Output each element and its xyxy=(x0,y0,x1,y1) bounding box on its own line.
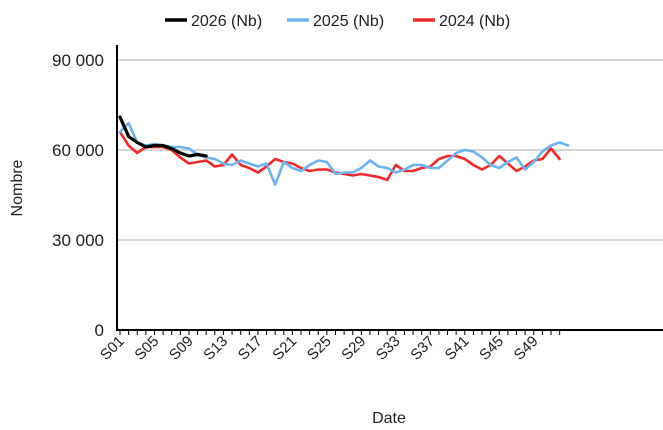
y-tick-label: 30 000 xyxy=(52,231,104,250)
x-tick-label: S33 xyxy=(373,333,404,364)
y-tick-label: 60 000 xyxy=(52,141,104,160)
x-tick-label: S13 xyxy=(200,333,231,364)
x-tick-label: S05 xyxy=(131,333,162,364)
x-axis-title: Date xyxy=(372,410,406,425)
y-tick-label: 90 000 xyxy=(52,51,104,70)
x-tick-label: S49 xyxy=(511,333,542,364)
legend-label: 2026 (Nb) xyxy=(191,13,262,30)
y-tick-labels: 0 30 000 60 000 90 000 xyxy=(52,51,104,340)
series-line-2025-nb xyxy=(118,121,570,186)
y-tick-label: 0 xyxy=(95,321,104,340)
legend-label: 2024 (Nb) xyxy=(439,13,510,30)
series-lines xyxy=(118,115,570,186)
axes xyxy=(116,45,663,331)
x-tick-label: S37 xyxy=(407,333,438,364)
y-axis-title: Nombre xyxy=(9,159,26,216)
x-tick-label: S21 xyxy=(269,333,300,364)
legend: 2026 (Nb) 2025 (Nb) 2024 (Nb) xyxy=(165,13,510,30)
x-tick-label: S29 xyxy=(338,333,369,364)
x-tick-label: S25 xyxy=(304,333,335,364)
x-tick-label: S45 xyxy=(476,333,507,364)
legend-label: 2025 (Nb) xyxy=(313,13,384,30)
gridlines xyxy=(117,59,663,241)
x-tick-label: S09 xyxy=(166,333,197,364)
x-tick-label: S41 xyxy=(442,333,473,364)
x-tick-labels: S01 S05 S09 S13 S17 S21 S25 S29 S33 S37 S41 S45 S49 xyxy=(97,330,561,364)
series-line-2026-nb xyxy=(118,115,208,158)
x-tick-label: S17 xyxy=(235,333,266,364)
